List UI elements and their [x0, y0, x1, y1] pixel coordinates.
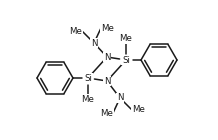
- Text: N: N: [117, 94, 123, 102]
- Text: N: N: [104, 52, 110, 61]
- Text: N: N: [91, 38, 97, 47]
- Text: Me: Me: [100, 108, 113, 117]
- Text: Me: Me: [119, 34, 133, 43]
- Text: Me: Me: [69, 26, 82, 36]
- Text: N: N: [104, 76, 110, 86]
- Text: Si: Si: [84, 74, 92, 82]
- Text: Si: Si: [122, 55, 130, 65]
- Text: Me: Me: [132, 106, 145, 115]
- Text: Me: Me: [82, 95, 94, 104]
- Text: Me: Me: [101, 24, 114, 32]
